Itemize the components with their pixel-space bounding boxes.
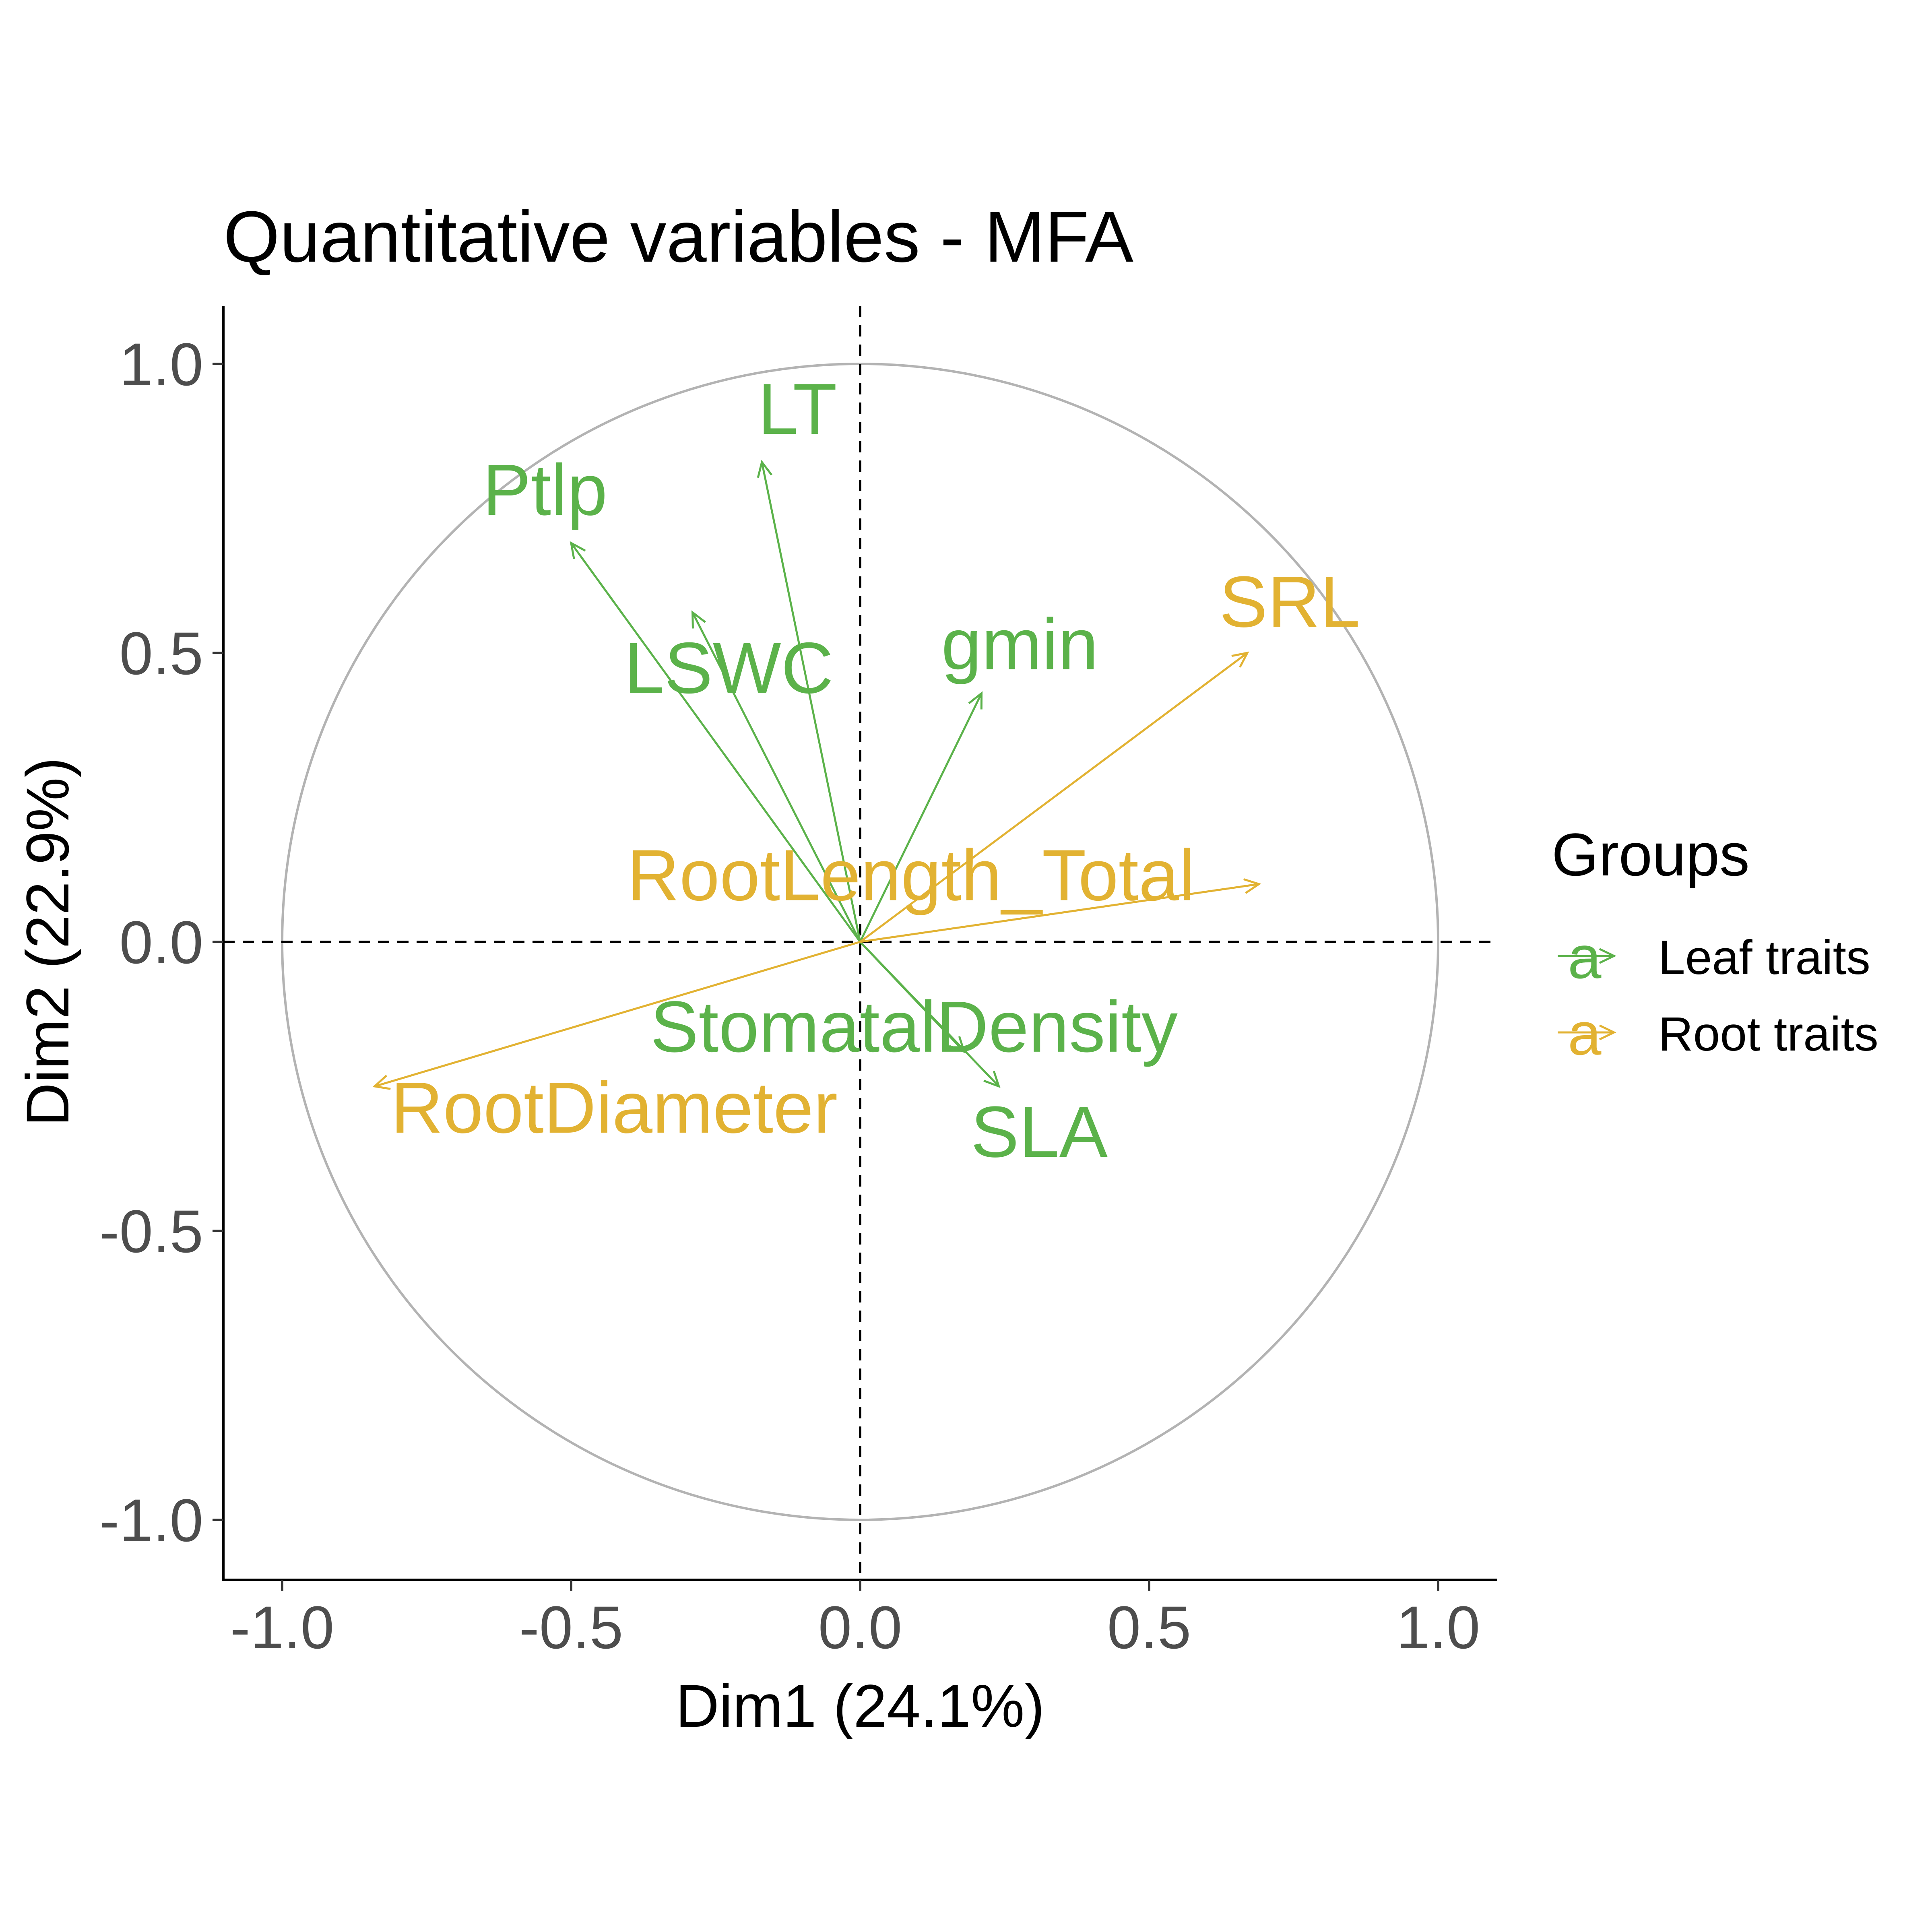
variable-label-rootlength_total: RootLength_Total: [627, 835, 1195, 916]
arrow-shaft: [761, 462, 861, 942]
plot-area: LT Ptlp LSWC gmin StomatalDensity SLA SRL RootL…: [223, 306, 1497, 1580]
y-tick-label: 1.0: [119, 330, 203, 398]
arrow-shaft: [859, 652, 1248, 943]
arrow-head: [1231, 651, 1249, 668]
legend-key-arrow-head: [1599, 1024, 1616, 1040]
x-tick-label: 1.0: [1396, 1593, 1480, 1661]
legend-item-leaf-traits: a Leaf traits: [1558, 923, 1870, 991]
arrow-shaft: [570, 542, 861, 943]
chart-title: Quantitative variables - MFA: [223, 196, 1133, 277]
y-tick-label: 0.5: [119, 619, 203, 687]
x-tick-label: -1.0: [230, 1593, 334, 1661]
variable-label-stomataldensity: StomatalDensity: [650, 987, 1178, 1067]
variable-label-ptlp: Ptlp: [483, 450, 607, 530]
arrow-head: [983, 1071, 1001, 1088]
x-tick-label: -0.5: [519, 1593, 623, 1661]
legend: Groups a Leaf traits a Root traits: [1552, 821, 1878, 1067]
y-tick-label: 0.0: [119, 908, 203, 976]
variable-arrow-rootdiameter: [372, 941, 861, 1090]
variable-label-srl: SRL: [1219, 561, 1360, 642]
variable-arrow-gmin: [859, 691, 983, 943]
arrow-shaft: [374, 941, 861, 1088]
variable-arrow-rootlength_total: [860, 878, 1261, 943]
arrow-head: [968, 691, 983, 710]
y-axis-ticks: -1.0 -0.5 0.0 0.5 1.0: [99, 330, 223, 1554]
arrow-head: [570, 541, 586, 559]
legend-key-arrow-head: [1599, 948, 1616, 964]
arrow-shaft: [691, 612, 861, 943]
variable-arrow-srl: [859, 651, 1249, 943]
y-axis-label: Dim2 (22.9%): [14, 758, 81, 1127]
variable-label-lswc: LSWC: [624, 627, 834, 708]
legend-key-glyph: a: [1568, 1000, 1602, 1067]
variable-label-rootdiameter: RootDiameter: [391, 1067, 838, 1148]
legend-item-root-traits: a Root traits: [1558, 1000, 1878, 1067]
variable-label-lt: LT: [758, 369, 837, 450]
variable-arrow-lswc: [691, 610, 861, 943]
variable-label-gmin: gmin: [941, 604, 1098, 685]
arrow-shaft: [859, 693, 983, 943]
arrow-shaft: [860, 883, 1259, 943]
legend-title: Groups: [1552, 821, 1750, 888]
x-tick-label: 0.5: [1107, 1593, 1191, 1661]
variable-arrow-ptlp: [570, 541, 861, 943]
arrow-head: [757, 460, 773, 478]
legend-items: a Leaf traits a Root traits: [1558, 923, 1878, 1067]
legend-label: Root traits: [1658, 1007, 1878, 1061]
x-axis-ticks: -1.0 -0.5 0.0 0.5 1.0: [230, 1580, 1480, 1661]
arrow-head: [691, 610, 706, 629]
y-tick-label: -0.5: [99, 1197, 203, 1265]
arrow-head: [372, 1075, 391, 1090]
x-tick-label: 0.0: [818, 1593, 902, 1661]
variable-arrow-lt: [757, 460, 861, 942]
legend-key-glyph: a: [1568, 923, 1602, 991]
arrow-head: [1243, 878, 1261, 894]
variable-label-sla: SLA: [971, 1092, 1108, 1172]
y-tick-label: -1.0: [99, 1486, 203, 1554]
legend-label: Leaf traits: [1658, 931, 1870, 985]
variable-arrow-sla: [859, 941, 1001, 1088]
x-axis-label: Dim1 (24.1%): [676, 1672, 1045, 1740]
arrow-shaft: [859, 941, 1000, 1087]
